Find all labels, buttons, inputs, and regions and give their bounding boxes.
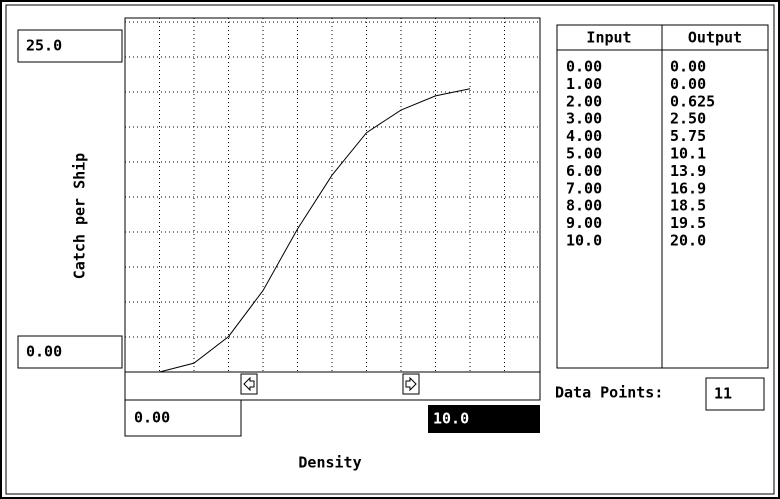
table-cell: 8.00 <box>566 197 602 215</box>
ymax-box[interactable] <box>17 29 123 63</box>
table-cell: 4.00 <box>566 127 602 145</box>
right-arrow-icon <box>405 376 417 392</box>
table-cell: 0.00 <box>670 58 706 76</box>
scrollbar[interactable] <box>124 371 541 401</box>
table-header: Input <box>586 29 631 47</box>
left-arrow-icon <box>243 376 255 392</box>
ymin: 0.00 <box>26 343 62 361</box>
data-points-box[interactable] <box>705 377 765 411</box>
table-cell: 13.9 <box>670 162 706 180</box>
xmin: 0.00 <box>134 409 170 427</box>
table-cell: 5.75 <box>670 127 706 145</box>
curve <box>125 88 471 373</box>
data-points: 11 <box>714 385 732 403</box>
xmin-box[interactable] <box>124 399 242 437</box>
xmax-box[interactable] <box>428 405 540 433</box>
data-points-label: Data Points: <box>555 384 663 402</box>
table-header: Output <box>688 29 742 47</box>
plot-grid <box>125 18 540 372</box>
ymax: 25.0 <box>26 37 62 55</box>
table-cell: 0.625 <box>670 92 715 110</box>
y-axis-label: Catch per Ship <box>71 153 89 279</box>
table-cell: 0.00 <box>670 75 706 93</box>
table-cell: 2.00 <box>566 92 602 110</box>
table-cell: 7.00 <box>566 179 602 197</box>
table-cell: 6.00 <box>566 162 602 180</box>
table-cell: 2.50 <box>670 110 706 128</box>
inner-frame <box>5 4 775 495</box>
table-cell: 9.00 <box>566 214 602 232</box>
table-cell: 19.5 <box>670 214 706 232</box>
xmax: 10.0 <box>433 410 469 428</box>
table-cell: 5.00 <box>566 145 602 163</box>
table-cell: 20.0 <box>670 232 706 250</box>
table-cell: 16.9 <box>670 179 706 197</box>
table-cell: 10.1 <box>670 145 706 163</box>
ymin-box[interactable] <box>17 335 123 369</box>
table-cell: 10.0 <box>566 232 602 250</box>
table-cell: 0.00 <box>566 58 602 76</box>
x-axis-label: Density <box>298 454 361 472</box>
table-cell: 3.00 <box>566 110 602 128</box>
table-cell: 18.5 <box>670 197 706 215</box>
table-cell: 1.00 <box>566 75 602 93</box>
